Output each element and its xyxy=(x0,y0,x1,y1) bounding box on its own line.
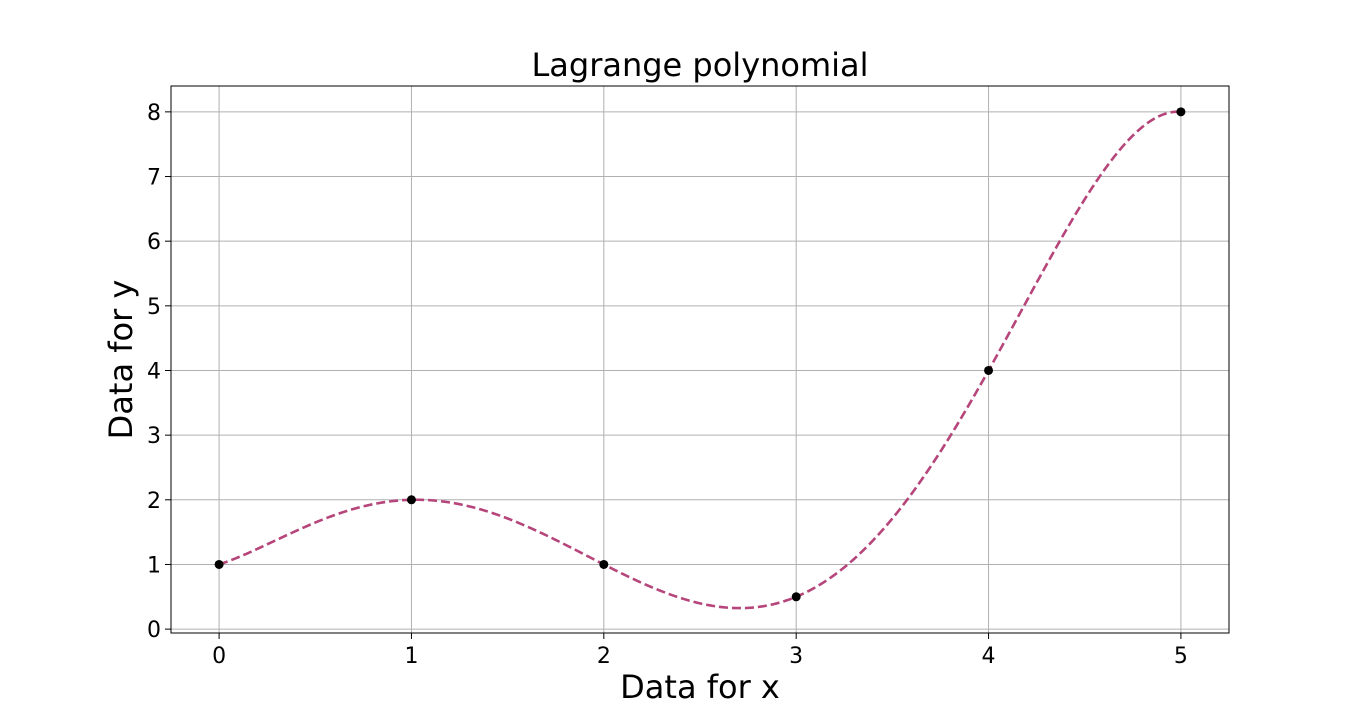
curve-layer xyxy=(218,110,1181,610)
points-layer xyxy=(214,107,1186,602)
ticks: 0 1 2 3 4 5 0 1 2 3 4 5 6 7 8 xyxy=(147,101,1188,669)
data-point xyxy=(984,365,994,375)
data-point xyxy=(406,495,416,505)
x-tick-label: 1 xyxy=(404,644,418,669)
y-tick-label: 8 xyxy=(147,101,161,126)
y-tick-label: 0 xyxy=(147,618,161,643)
y-tick-label: 2 xyxy=(147,489,161,514)
y-tick-label: 3 xyxy=(147,424,161,449)
data-point xyxy=(214,559,224,569)
x-tick-label: 4 xyxy=(982,644,996,669)
grid xyxy=(171,86,1229,633)
y-axis-label: Data for y xyxy=(102,280,140,440)
x-axis-label: Data for x xyxy=(620,668,780,706)
x-tick-label: 0 xyxy=(212,644,226,669)
y-tick-label: 5 xyxy=(147,295,161,320)
x-tick-label: 3 xyxy=(789,644,803,669)
y-tick-label: 4 xyxy=(147,359,161,384)
y-tick-label: 7 xyxy=(147,166,161,191)
x-tick-label: 5 xyxy=(1174,644,1188,669)
x-tick-label: 2 xyxy=(597,644,611,669)
data-point xyxy=(1176,107,1186,117)
data-point xyxy=(599,559,609,569)
data-point xyxy=(791,592,801,602)
y-tick-label: 6 xyxy=(147,230,161,255)
interpolation-curve xyxy=(218,110,1181,610)
y-tick-label: 1 xyxy=(147,553,161,578)
chart-title: Lagrange polynomial xyxy=(531,46,868,84)
plot-frame xyxy=(170,85,1230,634)
